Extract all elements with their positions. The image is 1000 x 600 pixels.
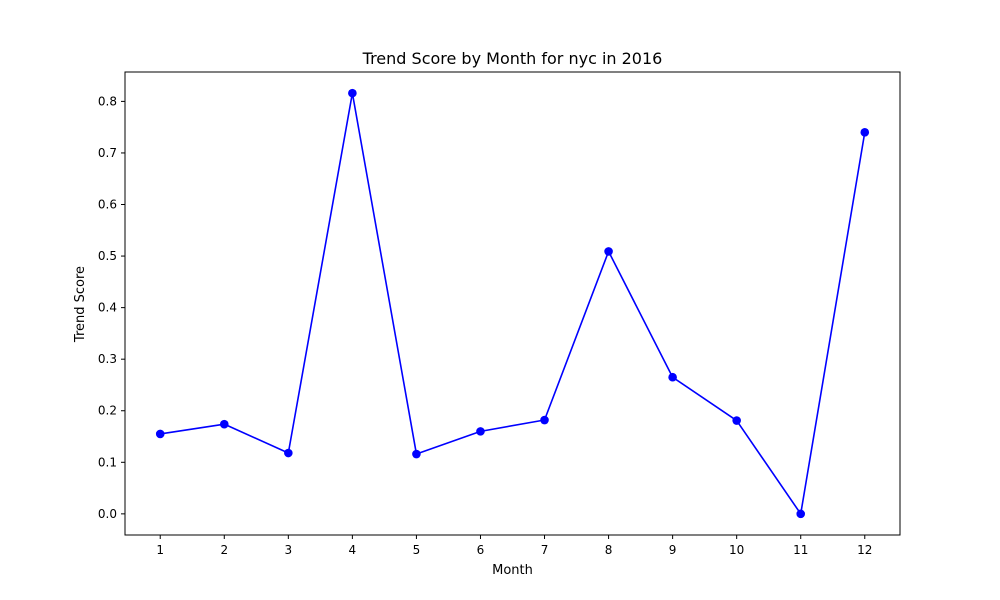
- x-tick-label: 6: [477, 543, 485, 557]
- y-tick-label: 0.5: [98, 249, 117, 263]
- x-tick-label: 11: [793, 543, 808, 557]
- y-tick-label: 0.8: [98, 94, 117, 108]
- y-tick-label: 0.6: [98, 198, 117, 212]
- data-point: [604, 247, 613, 256]
- y-tick-label: 0.7: [98, 146, 117, 160]
- y-tick-label: 0.2: [98, 404, 117, 418]
- data-point: [668, 372, 677, 382]
- x-tick-label: 8: [605, 543, 613, 557]
- x-tick-label: 7: [541, 543, 549, 557]
- y-tick-label: 0.0: [98, 507, 117, 521]
- plot-frame: [124, 71, 901, 536]
- x-tick-label: 4: [349, 543, 357, 557]
- data-point: [284, 448, 293, 458]
- x-tick-label: 9: [669, 543, 677, 557]
- x-tick-label: 3: [285, 543, 293, 557]
- data-point: [732, 416, 741, 425]
- y-axis-label: Trend Score: [73, 266, 88, 343]
- data-point: [540, 415, 549, 425]
- x-tick-label: 2: [220, 543, 228, 557]
- y-tick-label: 0.4: [98, 301, 117, 315]
- data-point: [476, 427, 485, 436]
- series-line: [160, 92, 866, 515]
- data-point: [412, 449, 421, 459]
- x-tick-label: 10: [729, 543, 744, 557]
- chart-title: Trend Score by Month for nyc in 2016: [362, 49, 663, 68]
- x-tick-label: 5: [413, 543, 421, 557]
- x-axis-label: Month: [492, 563, 533, 578]
- x-tick-label: 12: [857, 543, 872, 557]
- plot-area: 1 2 3 4 5 6 7 8 9 10 11 120.00.10.20.30.40.50.60.70…: [98, 71, 901, 557]
- data-point: [796, 509, 806, 519]
- data-point: [348, 88, 357, 98]
- x-tick-label: 1: [156, 543, 164, 557]
- data-point: [219, 419, 229, 429]
- y-tick-label: 0.3: [98, 352, 117, 366]
- data-point: [155, 429, 165, 439]
- y-tick-label: 0.1: [98, 455, 117, 469]
- data-point: [860, 128, 870, 137]
